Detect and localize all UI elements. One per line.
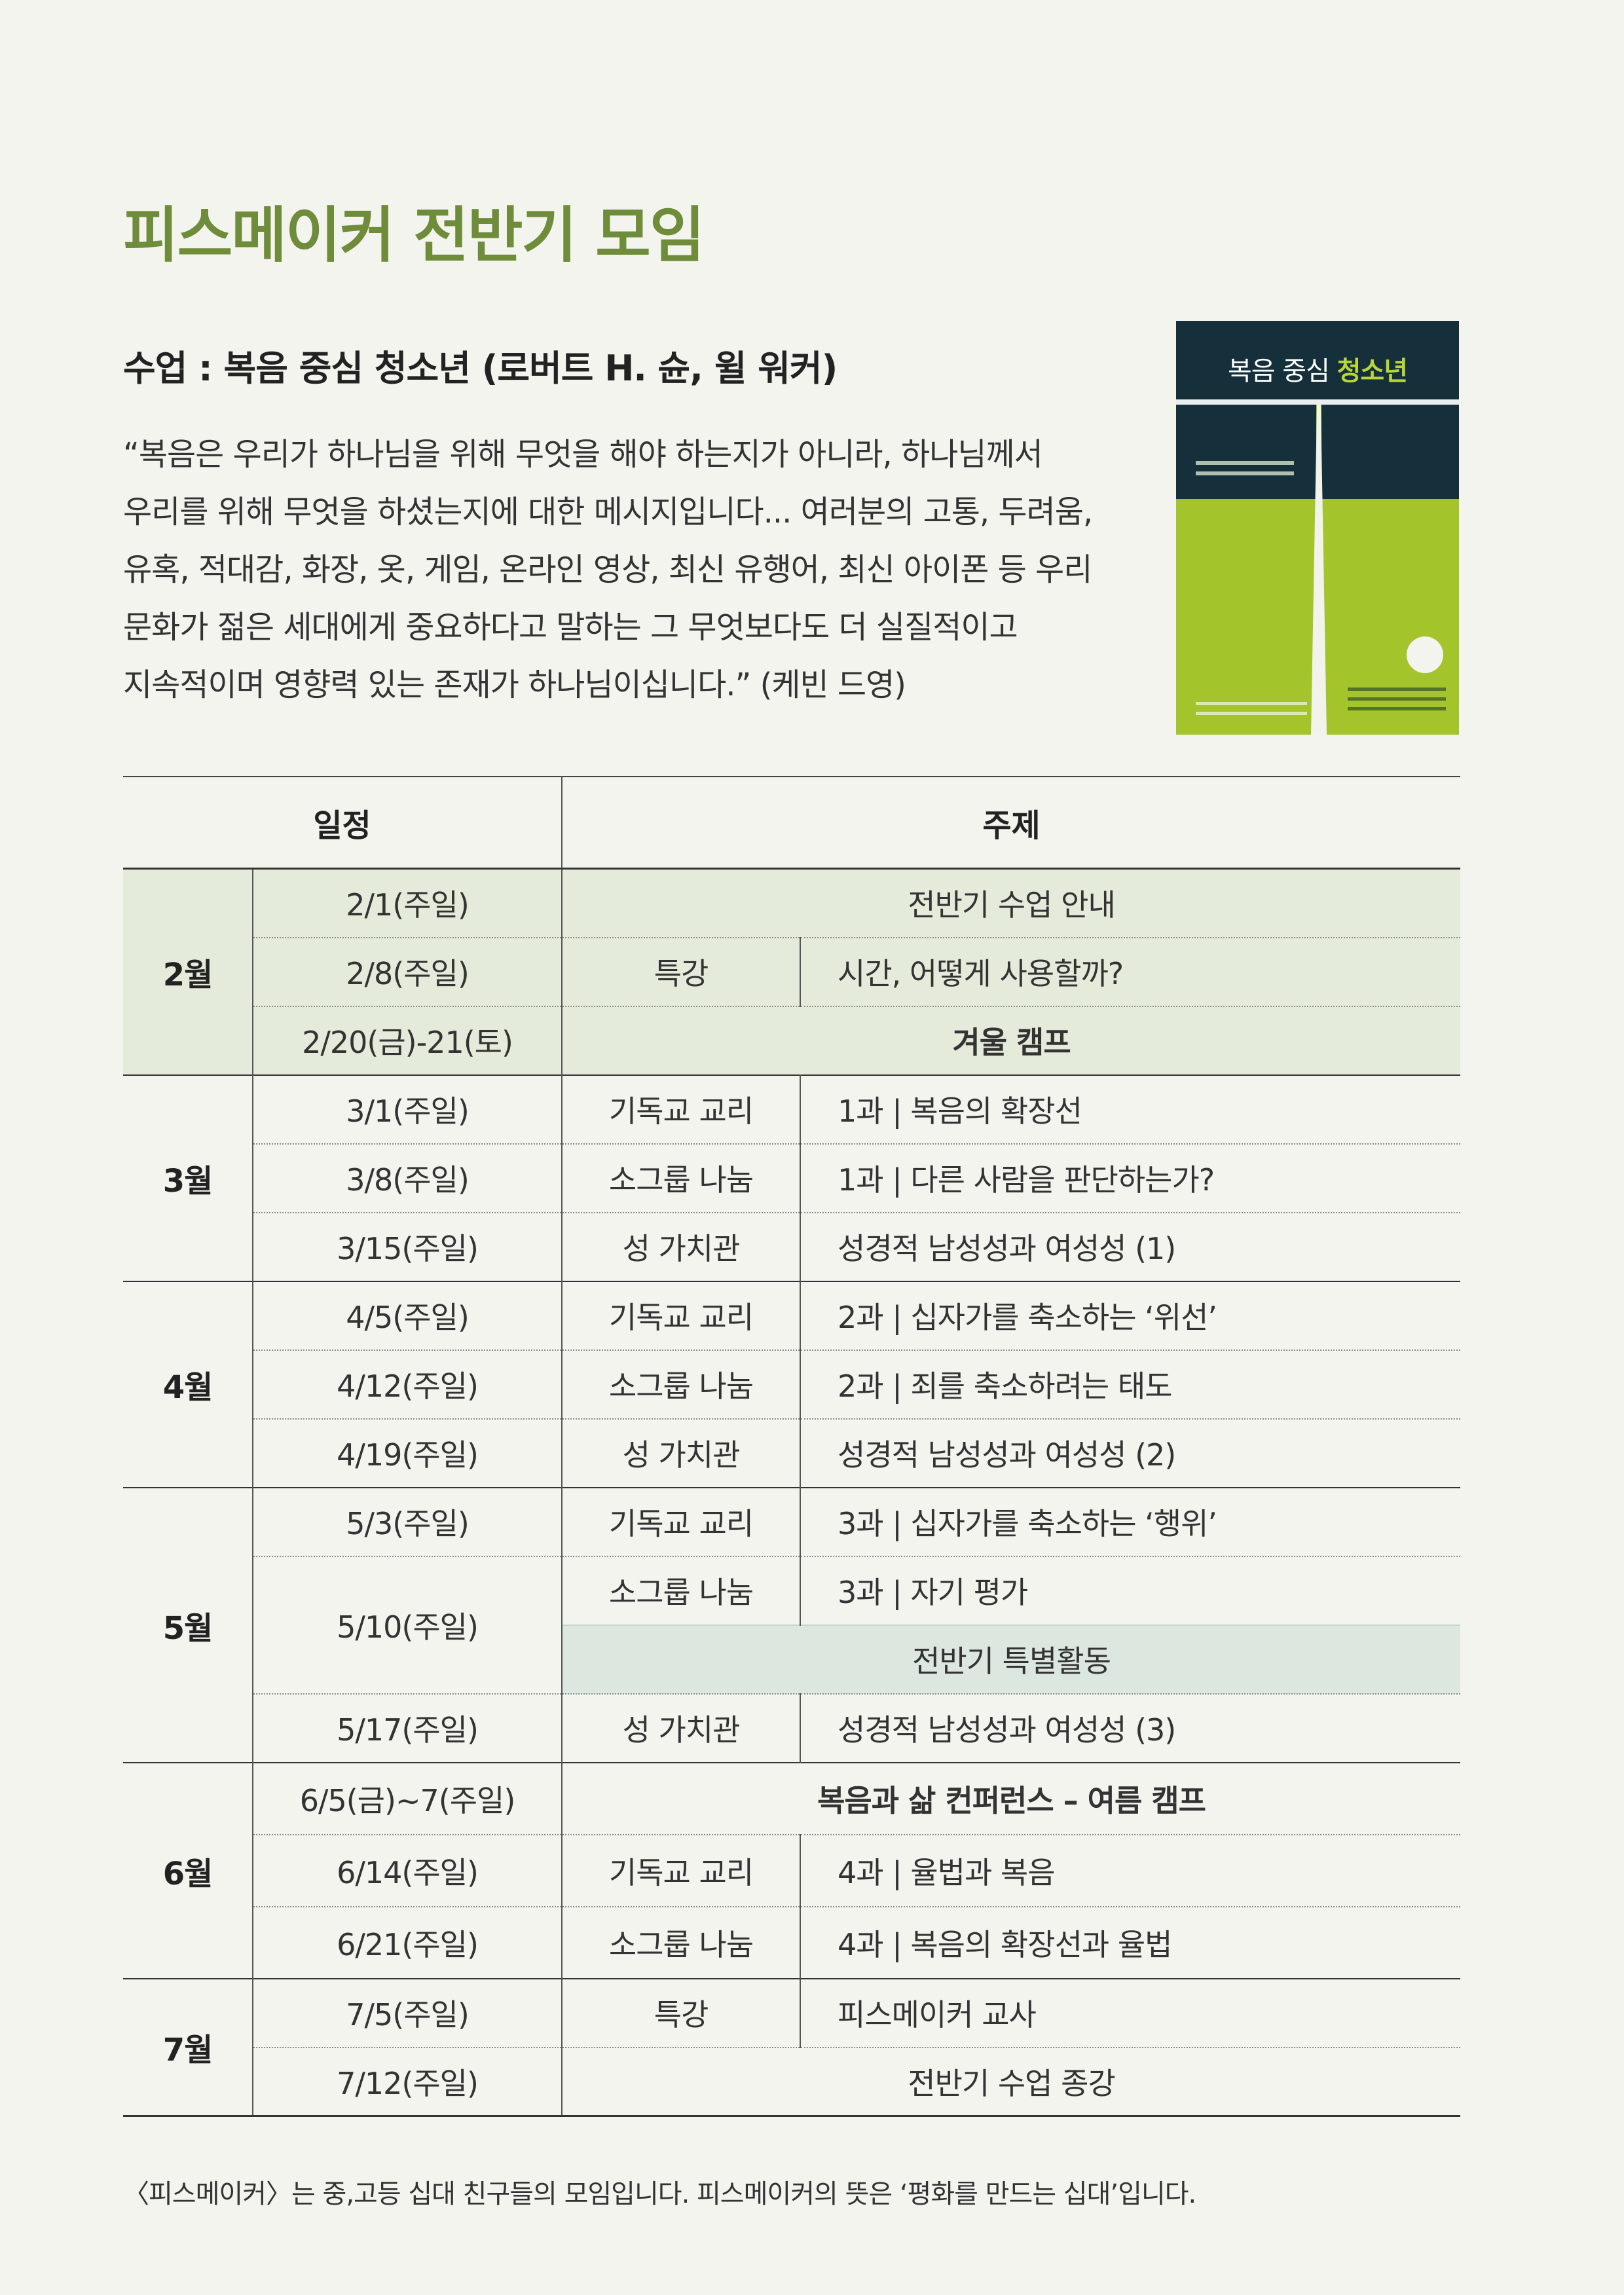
topic-cell: 성경적 남성성과 여성성 (2) xyxy=(800,1418,1461,1488)
date-cell: 2/8(주일) xyxy=(253,936,563,1006)
date-cell: 3/15(주일) xyxy=(253,1211,563,1281)
topic-cell: 2과 | 십자가를 축소하는 ‘위선’ xyxy=(800,1280,1461,1350)
book-cover-top xyxy=(1176,321,1459,399)
table-row: 4/19(주일) 성 가치관 성경적 남성성과 여성성 (2) xyxy=(123,1418,1461,1488)
table-row: 3/15(주일) 성 가치관 성경적 남성성과 여성성 (1) xyxy=(123,1211,1461,1281)
table-row: 2/8(주일) 특강 시간, 어떻게 사용할까? xyxy=(123,936,1461,1006)
book-cover-publisher xyxy=(1348,688,1446,717)
book-cover-blurb xyxy=(1196,702,1307,722)
month-jun: 6월 xyxy=(123,1761,253,1979)
topic-cell: 성경적 남성성과 여성성 (1) xyxy=(800,1211,1461,1281)
quote-line: 우리를 위해 무엇을 하셨는지에 대한 메시지입니다... 여러분의 고통, 두… xyxy=(123,494,1093,530)
header-topic: 주제 xyxy=(562,776,1461,870)
page-title: 피스메이커 전반기 모임 xyxy=(123,200,705,270)
category-cell: 성 가치관 xyxy=(562,1211,802,1281)
topic-cell: 겨울 캠프 xyxy=(562,1005,1461,1075)
date-cell: 6/21(주일) xyxy=(253,1905,563,1979)
topic-cell: 1과 | 복음의 확장선 xyxy=(800,1074,1461,1144)
month-feb: 2월 xyxy=(123,868,253,1075)
quote-line: 지속적이며 영향력 있는 존재가 하나님이십니다.” (케빈 드영) xyxy=(123,667,906,703)
date-cell: 7/5(주일) xyxy=(253,1977,563,2047)
class-subtitle: 수업 : 복음 중심 청소년 (로버트 H. 슌, 윌 워커) xyxy=(123,348,838,389)
topic-cell: 성경적 남성성과 여성성 (3) xyxy=(800,1693,1461,1763)
category-cell: 기독교 교리 xyxy=(562,1074,802,1144)
table-row: 5월 5/3(주일) 기독교 교리 3과 | 십자가를 축소하는 ‘행위’ xyxy=(123,1486,1461,1763)
quote-line: “복음은 우리가 하나님을 위해 무엇을 해야 하는지가 아니라, 하나님께서 xyxy=(123,436,1043,473)
footnote: 〈피스메이커〉는 중,고등 십대 친구들의 모임입니다. 피스메이커의 뜻은 ‘… xyxy=(123,2179,1196,2209)
category-cell: 기독교 교리 xyxy=(562,1486,802,1556)
category-cell: 소그룹 나눔 xyxy=(562,1555,802,1625)
topic-cell: 2과 | 죄를 축소하려는 태도 xyxy=(800,1349,1461,1419)
book-cover-title-prefix: 복음 중심 xyxy=(1227,356,1330,386)
topic-cell: 피스메이커 교사 xyxy=(800,1977,1461,2047)
topic-cell: 4과 | 율법과 복음 xyxy=(800,1833,1461,1907)
topic-cell: 전반기 수업 안내 xyxy=(562,868,1461,938)
category-cell: 기독교 교리 xyxy=(562,1833,802,1907)
special-activity-cell: 전반기 특별활동 xyxy=(562,1624,1461,1694)
date-cell: 4/19(주일) xyxy=(253,1418,563,1488)
month-may: 5월 xyxy=(123,1486,253,1763)
category-cell: 성 가치관 xyxy=(562,1418,802,1488)
date-cell: 3/1(주일) xyxy=(253,1074,563,1144)
category-cell: 소그룹 나눔 xyxy=(562,1143,802,1213)
month-apr: 4월 xyxy=(123,1280,253,1488)
table-row: 3월 3/1(주일) 기독교 교리 1과 | 복음의 확장선 xyxy=(123,1074,1461,1281)
date-cell: 7/12(주일) xyxy=(253,2046,563,2117)
date-cell: 4/12(주일) xyxy=(253,1349,563,1419)
table-row: 6/14(주일) 기독교 교리 4과 | 율법과 복음 xyxy=(123,1833,1461,1907)
category-cell: 기독교 교리 xyxy=(562,1280,802,1350)
date-cell: 2/1(주일) xyxy=(253,868,563,938)
date-cell: 6/5(금)~7(주일) xyxy=(253,1761,563,1835)
topic-cell: 3과 | 자기 평가 xyxy=(800,1555,1461,1625)
table-row: 7월 7/5(주일) 특강 피스메이커 교사 xyxy=(123,1977,1461,2117)
date-cell: 5/10(주일) xyxy=(253,1555,563,1694)
topic-cell: 전반기 수업 종강 xyxy=(562,2046,1461,2117)
quote-line: 유혹, 적대감, 화장, 옷, 게임, 온라인 영상, 최신 유행어, 최신 아… xyxy=(123,551,1092,588)
topic-cell: 복음과 삶 컨퍼런스 – 여름 캠프 xyxy=(562,1761,1461,1835)
date-cell: 5/3(주일) xyxy=(253,1486,563,1556)
topic-cell: 4과 | 복음의 확장선과 율법 xyxy=(800,1905,1461,1979)
table-row: 전반기 특별활동 xyxy=(123,1624,1461,1694)
table-row: 5/17(주일) 성 가치관 성경적 남성성과 여성성 (3) xyxy=(123,1693,1461,1763)
book-cover-title: 복음 중심 청소년 xyxy=(1176,350,1459,388)
date-cell: 2/20(금)-21(토) xyxy=(253,1005,563,1075)
table-row: 3/8(주일) 소그룹 나눔 1과 | 다른 사람을 판단하는가? xyxy=(123,1143,1461,1213)
month-jul: 7월 xyxy=(123,1977,253,2117)
book-cover-badge xyxy=(1407,636,1443,673)
date-cell: 5/17(주일) xyxy=(253,1693,563,1763)
quote-line: 문화가 젊은 세대에게 중요하다고 말하는 그 무엇보다도 더 실질적이고 xyxy=(123,609,1018,646)
book-cover-title-highlight: 청소년 xyxy=(1337,356,1408,386)
category-cell: 특강 xyxy=(562,936,802,1006)
table-row: 4/12(주일) 소그룹 나눔 2과 | 죄를 축소하려는 태도 xyxy=(123,1349,1461,1419)
table-row: 2월 2/1(주일) 전반기 수업 안내 xyxy=(123,868,1461,1075)
category-cell: 소그룹 나눔 xyxy=(562,1905,802,1979)
topic-cell: 시간, 어떻게 사용할까? xyxy=(800,936,1461,1006)
table-row: 5/10(주일) 소그룹 나눔 3과 | 자기 평가 xyxy=(123,1555,1461,1694)
book-cover-image: 복음 중심 청소년 xyxy=(1176,321,1459,735)
category-cell: 성 가치관 xyxy=(562,1693,802,1763)
schedule-table: 일정 주제 2월 2/1(주일) 전반기 수업 안내 2/8(주일) 특강 시간… xyxy=(123,776,1461,2117)
date-cell: 6/14(주일) xyxy=(253,1833,563,1907)
date-cell: 4/5(주일) xyxy=(253,1280,563,1350)
table-row: 2/20(금)-21(토) 겨울 캠프 xyxy=(123,1005,1461,1075)
table-row: 7/12(주일) 전반기 수업 종강 xyxy=(123,2046,1461,2117)
quote-block: “복음은 우리가 하나님을 위해 무엇을 해야 하는지가 아니라, 하나님께서 … xyxy=(123,426,1145,714)
category-cell: 소그룹 나눔 xyxy=(562,1349,802,1419)
table-row: 4월 4/5(주일) 기독교 교리 2과 | 십자가를 축소하는 ‘위선’ xyxy=(123,1280,1461,1488)
table-header-row: 일정 주제 xyxy=(123,776,1461,870)
book-cover-subtext xyxy=(1196,461,1294,482)
topic-cell: 3과 | 십자가를 축소하는 ‘행위’ xyxy=(800,1486,1461,1556)
table-row: 6/21(주일) 소그룹 나눔 4과 | 복음의 확장선과 율법 xyxy=(123,1905,1461,1979)
book-cover-stripe xyxy=(1176,399,1459,405)
topic-cell: 1과 | 다른 사람을 판단하는가? xyxy=(800,1143,1461,1213)
date-cell: 3/8(주일) xyxy=(253,1143,563,1213)
header-schedule: 일정 xyxy=(123,776,563,870)
category-cell: 특강 xyxy=(562,1977,802,2047)
month-mar: 3월 xyxy=(123,1074,253,1281)
table-row: 6월 6/5(금)~7(주일) 복음과 삶 컨퍼런스 – 여름 캠프 xyxy=(123,1761,1461,1979)
